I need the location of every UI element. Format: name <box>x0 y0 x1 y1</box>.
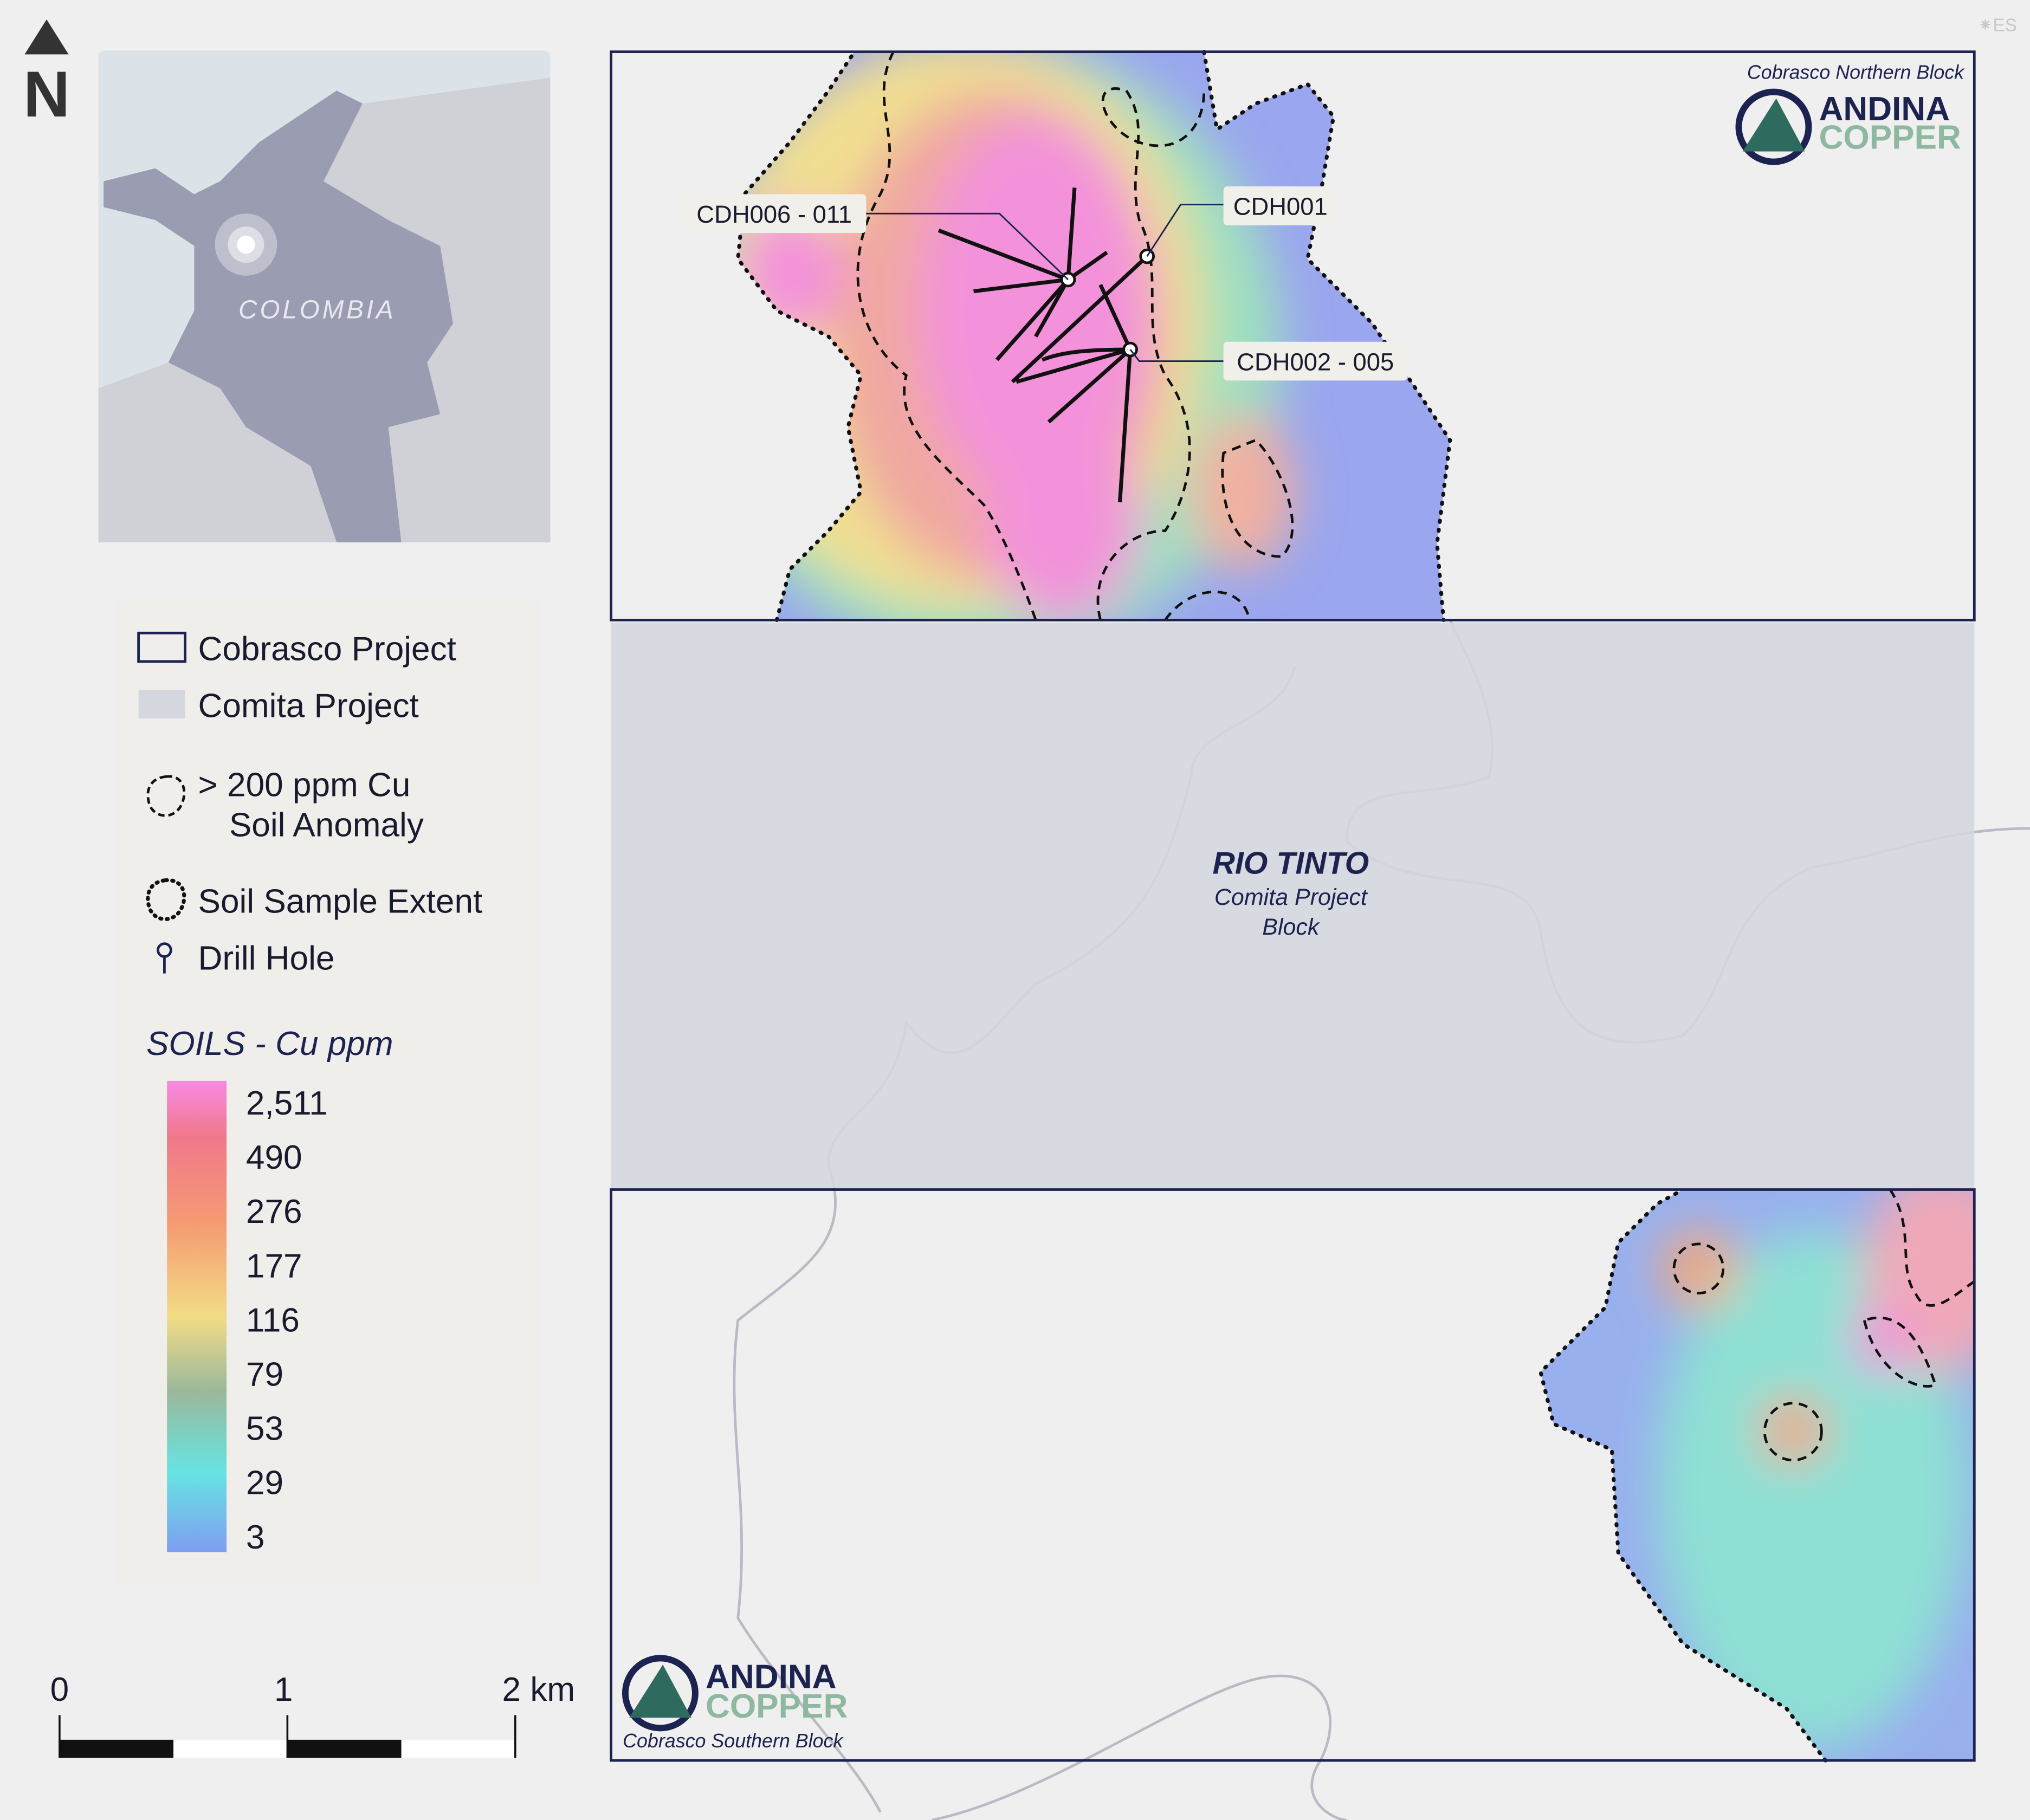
logo-text: COPPER <box>1819 119 1961 157</box>
color-bar-label: 79 <box>246 1356 283 1393</box>
legend-item: Soil Sample Extent <box>198 883 483 920</box>
scale-bar <box>173 1739 288 1758</box>
comita-title: RIO TINTO <box>1212 846 1369 881</box>
northern-block <box>610 50 1976 621</box>
comita-subtitle: Block <box>1262 914 1321 940</box>
watermark: ⁕ES <box>1977 15 2017 35</box>
scale-ticks <box>59 1715 516 1758</box>
scale-label: 1 <box>274 1671 293 1708</box>
scale-label: 0 <box>50 1671 69 1708</box>
logo: ANDINA COPPER <box>622 1655 848 1732</box>
legend-symbol <box>138 690 185 718</box>
north-arrow <box>24 19 69 55</box>
color-bar-labels: 2,511 490 276 177 116 79 53 29 3 <box>246 1085 328 1556</box>
neighbours <box>98 77 551 543</box>
comita-subtitle: Comita Project <box>1214 884 1368 910</box>
colombia <box>104 90 454 543</box>
soil-anomaly <box>856 51 1206 621</box>
legend-symbol <box>137 631 187 663</box>
label-box <box>1223 186 1337 225</box>
scale-bar <box>59 1739 174 1758</box>
scale-bar <box>287 1739 402 1758</box>
scale-label: 2 km <box>502 1671 576 1708</box>
color-bar-label: 276 <box>246 1193 302 1230</box>
legend-item: Soil Anomaly <box>229 806 424 844</box>
color-bar-label: 490 <box>246 1139 302 1176</box>
legend-item: > 200 ppm Cu <box>198 766 411 804</box>
logo-text: COPPER <box>706 1688 848 1725</box>
drill-label: CDH002 - 005 <box>1237 348 1394 375</box>
river <box>932 1674 1347 1820</box>
color-bar-label: 177 <box>246 1247 302 1285</box>
block-caption: Cobrasco Northern Block <box>1747 62 1965 83</box>
logo-text: ANDINA <box>706 1658 837 1695</box>
color-bar <box>167 1080 227 1552</box>
logo-text: ANDINA <box>1819 90 1950 128</box>
soil-extent <box>1538 1187 1828 1763</box>
soil-anomaly <box>1672 1189 1975 1462</box>
legend-symbol <box>146 878 186 921</box>
southern-block <box>610 1188 1976 1762</box>
logo: ANDINA COPPER <box>1735 88 1961 165</box>
legend-item: Comita Project <box>198 688 419 725</box>
drill-label: CDH001 <box>1233 193 1328 221</box>
leader-lines <box>861 204 1224 362</box>
legend-item: Drill Hole <box>198 940 335 977</box>
scale-title: SOILS - Cu ppm <box>146 1025 393 1063</box>
scale-bar <box>401 1739 515 1758</box>
color-bar-label: 116 <box>246 1301 300 1339</box>
block-caption: Cobrasco Southern Block <box>623 1730 844 1752</box>
legend-item: Cobrasco Project <box>198 630 456 668</box>
color-bar-label: 29 <box>246 1465 283 1502</box>
comita-block <box>611 623 1975 1189</box>
label-box <box>682 194 867 234</box>
drill-traces <box>938 187 1149 503</box>
location <box>237 235 255 254</box>
north-label: N <box>23 59 70 131</box>
color-bar-label: 3 <box>246 1519 265 1556</box>
soil-anomaly <box>1164 438 1294 621</box>
color-bar-label: 53 <box>246 1410 283 1448</box>
label-box <box>1223 341 1407 381</box>
drill-label: CDH006 - 011 <box>696 200 852 228</box>
inset-label: COLOMBIA <box>238 296 396 325</box>
color-bar-label: 2,511 <box>246 1085 328 1122</box>
